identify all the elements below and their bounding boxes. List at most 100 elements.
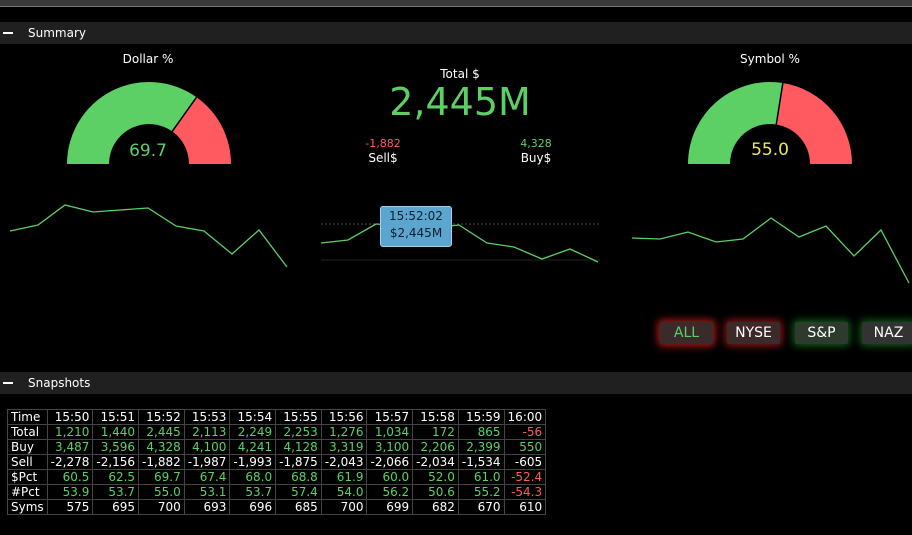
table-cell: -1,987 [183,454,231,470]
table-cell: 685 [275,499,322,515]
row-label: #Pct [7,484,48,500]
table-row: Buy 3,487 3,596 4,328 4,100 4,241 4,128 3,319 3,… [7,439,547,455]
table-cell: -1,882 [138,454,185,470]
collapse-icon[interactable] [3,382,13,384]
table-cell: 670 [457,499,505,515]
table-cell: 575 [46,499,94,515]
collapse-icon[interactable] [3,32,13,34]
table-cell: -1,875 [275,454,322,470]
row-label: $Pct [7,469,48,485]
time-header-cell: 15:51 [92,409,140,425]
table-cell: 1,440 [92,424,140,440]
window-top-divider [0,6,912,7]
table-cell: 60.5 [46,469,94,485]
time-header-cell: 16:00 [503,409,547,425]
table-cell: 62.5 [92,469,140,485]
table-cell: 1,210 [46,424,94,440]
row-label: Total [7,424,48,440]
table-cell: 699 [366,499,414,515]
sell-value: -1,882 [365,137,401,150]
sell-label: Sell$ [368,151,398,165]
total-sparkline [320,223,599,263]
table-cell: 172 [412,424,459,440]
filter-naz-button[interactable]: NAZ [862,322,912,344]
symbol-gauge-red-arc [776,83,852,164]
buy-label: Buy$ [520,151,552,165]
table-cell: 865 [457,424,505,440]
table-cell: 4,241 [229,439,277,455]
window-top-bar [0,0,912,6]
table-cell: -52.4 [503,469,547,485]
filter-naz-label: NAZ [873,325,904,341]
table-cell: 61.9 [320,469,368,485]
dollar-gauge [67,82,231,164]
table-cell: 53.1 [183,484,231,500]
sparklines [9,204,910,284]
table-cell: -56 [503,424,547,440]
table-cell: 55.2 [457,484,505,500]
symbol-pct-label: Symbol % [740,52,800,66]
table-cell: 682 [412,499,459,515]
filter-sp-button[interactable]: S&P [795,322,848,344]
chart-tooltip: 15:52:02 $2,445M [380,206,452,247]
table-cell: 53.9 [46,484,94,500]
table-cell: 2,206 [412,439,459,455]
dollar-pct-value: 69.7 [129,141,167,161]
table-cell: -54.3 [503,484,547,500]
symbol-gauge [688,82,852,164]
table-cell: -2,066 [366,454,414,470]
snapshots-title: Snapshots [28,376,91,390]
row-label: Sell [7,454,48,470]
table-cell: 2,445 [138,424,185,440]
table-row: #Pct 53.9 53.7 55.0 53.1 53.7 57.4 54.0 56.2 50.6… [7,484,547,500]
table-row: Sell -2,278 -2,156 -1,882 -1,987 -1,993 -1,875… [7,454,547,470]
table-cell: 695 [92,499,140,515]
table-cell: 610 [503,499,547,515]
table-cell: 60.0 [366,469,414,485]
filter-nyse-label: NYSE [735,325,772,341]
table-cell: 2,399 [457,439,505,455]
table-cell: 57.4 [275,484,322,500]
time-header-cell: 15:52 [138,409,185,425]
summary-title: Summary [28,26,86,40]
table-cell: 550 [503,439,547,455]
table-cell: 3,319 [320,439,368,455]
table-cell: -2,278 [46,454,94,470]
summary-header[interactable]: Summary [0,22,912,44]
table-cell: 55.0 [138,484,185,500]
table-row: Syms 575 695 700 693 696 685 700 699 682 670 610 [7,499,547,515]
table-cell: -1,534 [457,454,505,470]
time-header-cell: 15:57 [366,409,414,425]
row-label: Syms [7,499,48,515]
total-value: 2,445M [389,80,531,124]
table-cell: 693 [183,499,231,515]
filter-sp-label: S&P [807,325,836,341]
table-cell: 700 [320,499,368,515]
time-header-cell: 15:55 [275,409,322,425]
symbol-sparkline [631,217,910,284]
table-cell: -1,993 [229,454,277,470]
dollar-sparkline [9,204,288,268]
filter-all-button[interactable]: ALL [660,322,713,344]
table-cell: 2,253 [275,424,322,440]
table-cell: 53.7 [229,484,277,500]
table-cell: 50.6 [412,484,459,500]
tooltip-time: 15:52:02 [389,209,443,223]
table-cell: -605 [503,454,547,470]
table-cell: -2,043 [320,454,368,470]
table-cell: 68.0 [229,469,277,485]
time-header-cell: 15:50 [46,409,94,425]
table-cell: 4,328 [138,439,185,455]
dollar-gauge-green-arc [67,82,197,164]
table-cell: 53.7 [92,484,140,500]
table-cell: 696 [229,499,277,515]
table-cell: 54.0 [320,484,368,500]
table-cell: -2,156 [92,454,140,470]
snapshots-table: Time 15:50 15:51 15:52 15:53 15:54 15:55 15:56 1… [7,409,547,515]
time-header-cell: 15:54 [229,409,277,425]
time-header-cell: 15:53 [183,409,231,425]
filter-nyse-button[interactable]: NYSE [727,322,780,344]
table-cell: 56.2 [366,484,414,500]
time-header-cell: 15:58 [412,409,459,425]
snapshots-header[interactable]: Snapshots [0,372,912,394]
